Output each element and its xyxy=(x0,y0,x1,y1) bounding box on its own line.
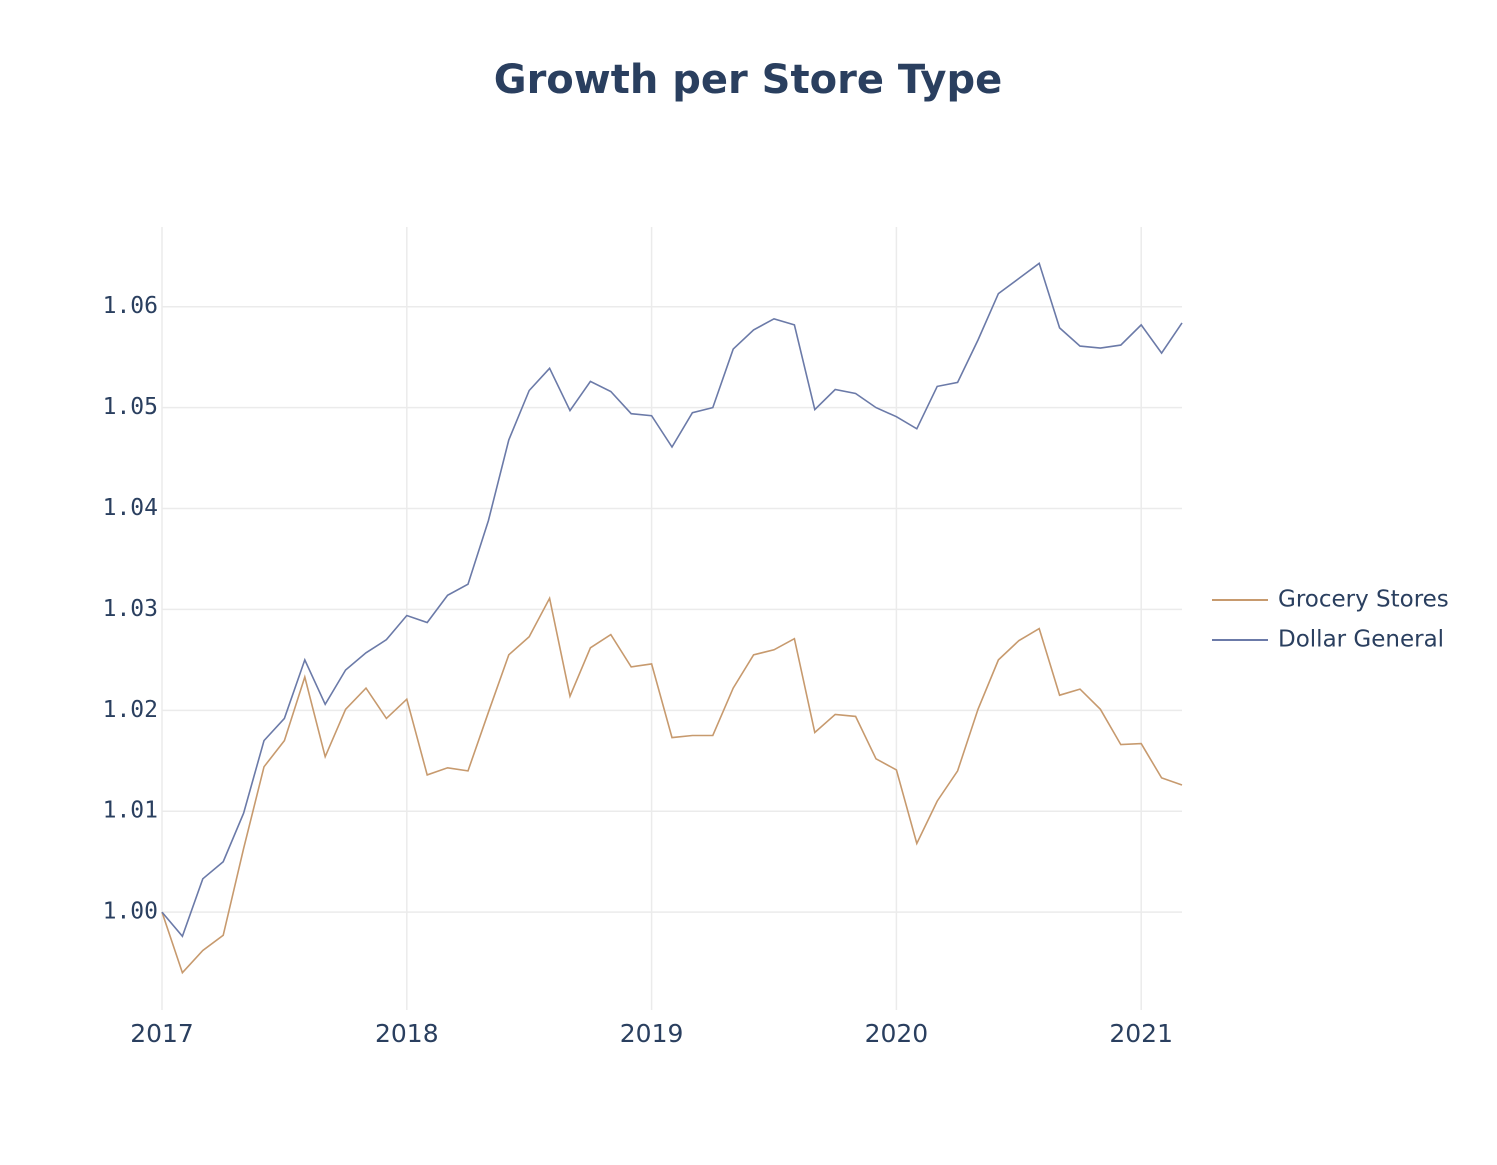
legend-label: Dollar General xyxy=(1278,627,1444,653)
y-tick-label: 1.05 xyxy=(103,394,158,420)
y-tick-label: 1.06 xyxy=(103,293,158,319)
chart-title: Growth per Store Type xyxy=(494,57,1003,103)
x-tick-label: 2018 xyxy=(375,1019,439,1048)
y-tick-label: 1.03 xyxy=(103,596,158,622)
y-tick-label: 1.04 xyxy=(103,495,158,521)
x-tick-label: 2017 xyxy=(130,1019,194,1048)
y-tick-label: 1.02 xyxy=(103,697,158,723)
series-line xyxy=(161,595,1183,975)
y-tick-label: 1.01 xyxy=(103,798,158,824)
x-tick-label: 2021 xyxy=(1109,1019,1173,1048)
x-tick-label: 2020 xyxy=(865,1019,929,1048)
x-tick-label: 2019 xyxy=(620,1019,684,1048)
series-line xyxy=(161,261,1183,938)
legend-label: Grocery Stores xyxy=(1278,587,1449,613)
y-tick-label: 1.00 xyxy=(103,899,158,925)
